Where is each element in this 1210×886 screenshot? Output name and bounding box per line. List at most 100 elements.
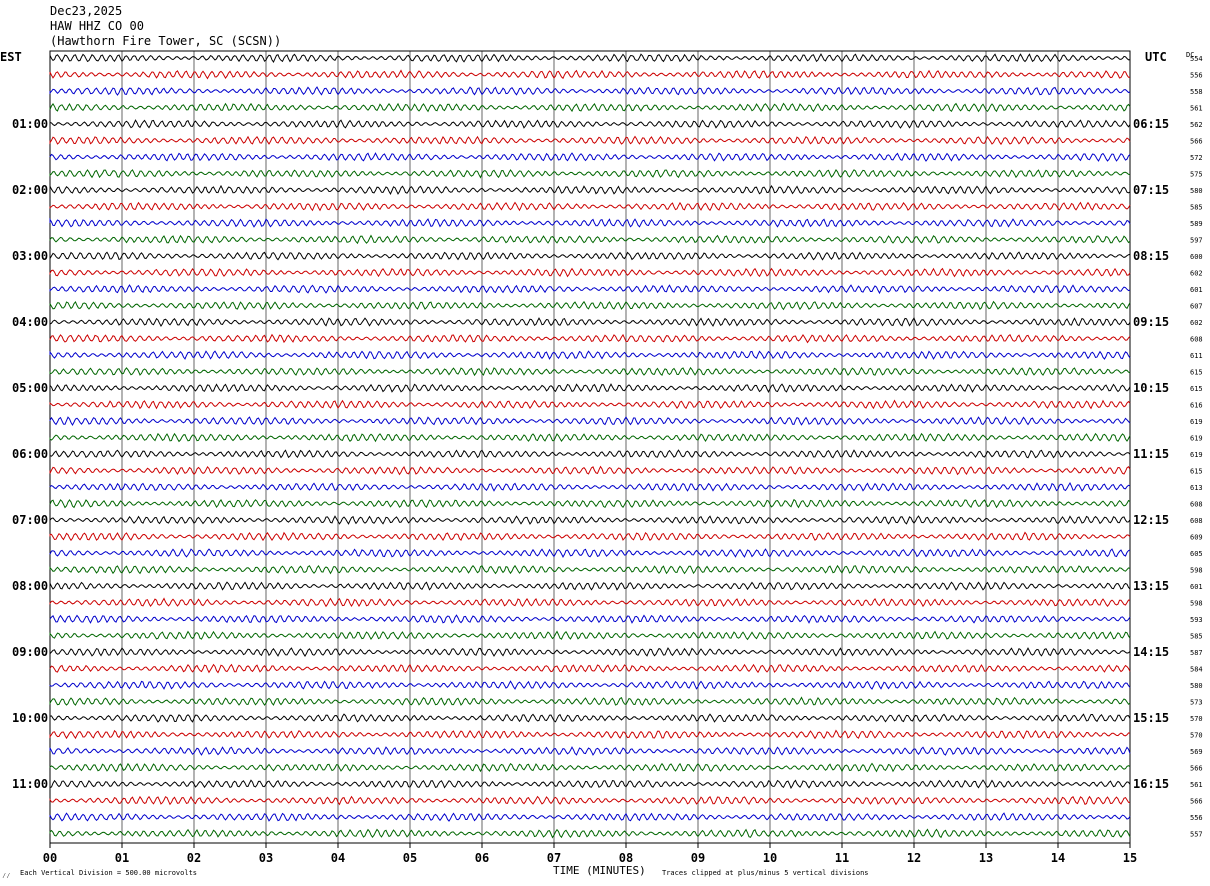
- x-tick-label: 02: [187, 851, 201, 865]
- seismic-trace: [49, 267, 1131, 278]
- seismic-trace: [49, 481, 1131, 492]
- dc-label: DC: [1186, 51, 1194, 59]
- dc-offset-value: 556: [1190, 72, 1203, 80]
- est-hour-label: 02:00: [12, 183, 48, 197]
- seismic-trace: [49, 366, 1131, 377]
- dc-offset-value: 587: [1190, 649, 1203, 657]
- dc-offset-value: 585: [1190, 204, 1203, 212]
- seismic-trace: [49, 465, 1131, 476]
- dc-offset-value: 585: [1190, 633, 1203, 641]
- dc-offset-value: 597: [1190, 237, 1203, 245]
- utc-hour-label: 16:15: [1133, 777, 1169, 791]
- dc-offset-value: 561: [1190, 105, 1203, 113]
- dc-offset-value: 558: [1190, 88, 1203, 96]
- record-date: Dec23,2025: [50, 4, 123, 18]
- seismic-trace: [49, 416, 1131, 427]
- utc-hour-label: 08:15: [1133, 249, 1169, 263]
- x-tick-label: 04: [331, 851, 345, 865]
- seismic-trace: [49, 729, 1131, 740]
- x-tick-label: 12: [907, 851, 921, 865]
- dc-offset-value: 589: [1190, 220, 1203, 228]
- seismic-trace: [49, 614, 1131, 624]
- seismic-trace: [49, 812, 1131, 822]
- dc-offset-value: 598: [1190, 567, 1203, 575]
- est-hour-label: 10:00: [12, 711, 48, 725]
- seismic-trace: [49, 498, 1131, 509]
- dc-offset-value: 570: [1190, 732, 1203, 740]
- seismic-trace: [49, 680, 1131, 690]
- seismic-trace: [49, 234, 1131, 245]
- plot-frame: [49, 50, 1131, 844]
- clip-note: Traces clipped at plus/minus 5 vertical …: [662, 869, 869, 877]
- dc-offset-value: 561: [1190, 781, 1203, 789]
- est-hour-label: 05:00: [12, 381, 48, 395]
- seismic-trace: [49, 713, 1131, 723]
- dc-offset-value: 611: [1190, 352, 1203, 360]
- x-tick-label: 05: [403, 851, 417, 865]
- seismic-trace: [49, 53, 1131, 63]
- seismic-trace: [49, 86, 1131, 96]
- dc-offset-value: 562: [1190, 121, 1203, 129]
- seismic-trace: [49, 564, 1131, 575]
- est-hour-labels: 01:00 02:00 03:00 04:00 05:00 06:00 07:00 08:00…: [12, 117, 48, 791]
- dc-offset-value: 602: [1190, 319, 1203, 327]
- dc-offset-value: 572: [1190, 154, 1203, 162]
- dc-offset-value: 609: [1190, 534, 1203, 542]
- seismic-trace: [49, 201, 1131, 212]
- seismic-trace: [49, 69, 1130, 80]
- dc-offset-value: 607: [1190, 303, 1203, 311]
- x-axis-ticks: 00 01 02 03 04 05 06 07 08 09 10 11 12 13 14 15: [43, 843, 1137, 865]
- utc-label: UTC: [1145, 50, 1167, 64]
- seismic-trace: [49, 152, 1131, 162]
- utc-hour-label: 12:15: [1133, 513, 1169, 527]
- seismic-trace: [49, 663, 1131, 674]
- x-tick-label: 06: [475, 851, 489, 865]
- seismic-trace: [49, 647, 1131, 657]
- utc-hour-label: 15:15: [1133, 711, 1169, 725]
- seismic-trace: [49, 746, 1131, 756]
- x-tick-label: 00: [43, 851, 57, 865]
- seismic-trace: [49, 630, 1131, 641]
- seismic-trace: [49, 515, 1131, 525]
- dc-offset-value: 615: [1190, 369, 1203, 377]
- seismic-trace: [49, 597, 1131, 608]
- dc-offset-value: 608: [1190, 501, 1203, 509]
- utc-hour-label: 07:15: [1133, 183, 1169, 197]
- dc-offset-value: 600: [1190, 253, 1203, 261]
- est-hour-label: 11:00: [12, 777, 48, 791]
- utc-hour-labels: 06:15 07:15 08:15 09:15 10:15 11:15 12:15 13:15…: [1133, 117, 1169, 791]
- seismic-trace: [49, 696, 1131, 706]
- dc-offset-value: 575: [1190, 171, 1203, 179]
- seismic-trace: [49, 548, 1131, 558]
- x-tick-label: 13: [979, 851, 993, 865]
- seismic-trace: [49, 350, 1131, 360]
- seismic-trace: [49, 119, 1131, 129]
- dc-offset-value: 573: [1190, 699, 1203, 707]
- utc-hour-label: 09:15: [1133, 315, 1169, 329]
- dc-offset-value: 566: [1190, 138, 1203, 146]
- utc-hour-label: 10:15: [1133, 381, 1169, 395]
- utc-hour-label: 13:15: [1133, 579, 1169, 593]
- x-axis-title: TIME (MINUTES): [553, 864, 646, 877]
- station-location: (Hawthorn Fire Tower, SC (SCSN)): [50, 34, 282, 48]
- est-hour-label: 01:00: [12, 117, 48, 131]
- x-tick-label: 14: [1051, 851, 1065, 865]
- seismic-trace: [49, 184, 1131, 195]
- dc-offset-value: 554: [1190, 55, 1203, 63]
- scale-note: Each Vertical Division = 500.00 microvol…: [20, 869, 197, 877]
- est-hour-label: 03:00: [12, 249, 48, 263]
- x-tick-label: 07: [547, 851, 561, 865]
- dc-offset-value: 615: [1190, 468, 1203, 476]
- dc-offset-value: 580: [1190, 187, 1203, 195]
- x-tick-label: 03: [259, 851, 273, 865]
- seismic-trace: [49, 217, 1131, 228]
- seismic-trace: [49, 779, 1131, 789]
- station-code: HAW HHZ CO 00: [50, 19, 144, 33]
- est-hour-label: 07:00: [12, 513, 48, 527]
- utc-hour-label: 14:15: [1133, 645, 1169, 659]
- x-tick-label: 10: [763, 851, 777, 865]
- est-hour-label: 08:00: [12, 579, 48, 593]
- seismic-trace: [49, 251, 1131, 261]
- dc-offset-value: 619: [1190, 418, 1203, 426]
- seismic-trace: [49, 828, 1131, 839]
